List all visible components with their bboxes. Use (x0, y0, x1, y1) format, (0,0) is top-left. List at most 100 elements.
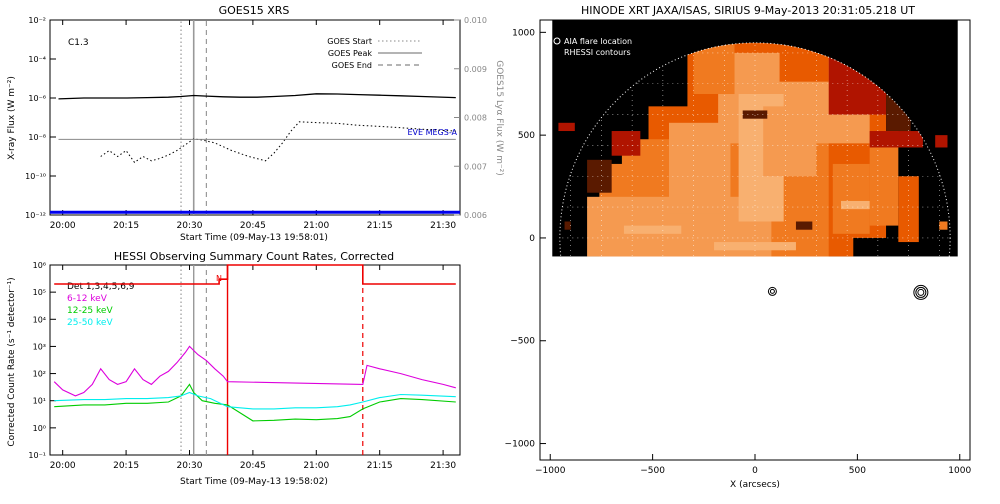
xrt-offlimb-patch (564, 221, 571, 230)
hessi-series-1 (53, 345, 456, 397)
goes-legend-peak: GOES Peak (328, 49, 373, 58)
goes-y2tick-label: 0.006 (464, 211, 487, 220)
hessi-legend-entry: 25-50 keV (67, 318, 113, 328)
goes-legend: GOES Start GOES Peak GOES End (327, 37, 422, 70)
goes-ytick-label: 10⁻⁸ (28, 133, 46, 142)
hessi-xtick-label: 20:00 (50, 461, 76, 471)
xrt-frame (539, 19, 971, 461)
goes-xlabel: Start Time (09-May-13 19:58:01) (180, 233, 328, 243)
hessi-xtick-label: 21:00 (303, 461, 329, 471)
xrt-ytick-label: −500 (510, 337, 535, 347)
hessi-ytick-label: 10⁵ (33, 288, 46, 297)
hessi-ytick-label: 10² (33, 370, 46, 379)
goes-ytick-label: 10⁻¹⁰ (25, 172, 46, 181)
hessi-legend: Det 1,3,4,5,6,9 6-12 keV 12-25 keV 25-50 ke… (67, 282, 135, 328)
hessi-xtick-label: 21:30 (430, 461, 456, 471)
goes-panel: GOES15 XRS X-ray Flux (W m⁻²) GOES15 Lyα… (7, 4, 504, 243)
goes-annotation: C1.3 (68, 38, 89, 48)
goes-xtick-label: 21:30 (430, 221, 456, 231)
goes-series-long (58, 93, 456, 100)
rhessi-contour (769, 288, 775, 294)
xrt-emission-block (869, 131, 923, 148)
rhessi-contour (913, 284, 929, 300)
xrt-emission-block (611, 131, 641, 156)
xrt-ytick-label: −1000 (505, 440, 536, 450)
hessi-xtick-label: 20:15 (113, 461, 139, 471)
hessi-ytick-label: 10⁰ (33, 424, 46, 433)
hessi-series-0 (54, 264, 456, 285)
xrt-xtick-label: 0 (752, 466, 758, 476)
goes-y2tick-label: 0.007 (464, 162, 487, 171)
rhessi-contour (915, 286, 927, 298)
goes-title: GOES15 XRS (219, 4, 290, 17)
xrt-ytick-label: 0 (529, 234, 535, 244)
goes-ytick-label: 10⁻¹² (25, 211, 46, 220)
hessi-ylabel: Corrected Count Rate (s⁻¹ detector⁻¹) (7, 277, 17, 446)
xrt-emission-block (693, 42, 735, 95)
hessi-frame (49, 264, 461, 456)
xrt-legend-rhessi: RHESSI contours (564, 48, 631, 57)
goes-xtick-label: 20:00 (50, 221, 76, 231)
hessi-xtick-label: 21:15 (367, 461, 393, 471)
goes-xtick-label: 20:45 (240, 221, 266, 231)
xrt-xtick-label: 500 (849, 466, 866, 476)
goes-xtick-label: 21:15 (367, 221, 393, 231)
goes-eve-label: EVE MEGS-A (407, 128, 457, 137)
xrt-data-layer: −1000 −500 0 500 1000 −1000 −500 0 500 1000 (505, 20, 971, 476)
hessi-ytick-label: 10⁻¹ (28, 451, 46, 460)
xrt-emission-block (832, 163, 870, 234)
rhessi-contour (767, 286, 777, 296)
hessi-ytick-label: 10³ (33, 342, 46, 351)
goes-legend-start: GOES Start (327, 37, 372, 46)
xrt-title: HINODE XRT JAXA/ISAS, SIRIUS 9-May-2013 … (581, 4, 915, 17)
hessi-ytick-label: 10⁶ (33, 261, 46, 270)
goes-y2tick-label: 0.008 (464, 114, 487, 123)
xrt-emission-block (669, 122, 731, 214)
hessi-ytick-label: 10¹ (33, 397, 46, 406)
hessi-legend-entry: 6-12 keV (67, 294, 108, 304)
hessi-panel: HESSI Observing Summary Count Rates, Cor… (7, 250, 461, 487)
aia-marker-icon (553, 37, 561, 45)
xrt-ytick-label: 1000 (512, 28, 535, 38)
xrt-emission-block (714, 242, 796, 251)
xrt-xlabel: X (arcsecs) (730, 480, 780, 490)
xrt-offlimb-patch (935, 135, 948, 148)
goes-ytick-label: 10⁻² (28, 16, 46, 25)
xrt-panel: HINODE XRT JAXA/ISAS, SIRIUS 9-May-2013 … (505, 4, 972, 490)
xrt-ytick-label: 500 (518, 131, 535, 141)
hessi-series-2 (54, 383, 456, 422)
goes-data-layer: 20:00 20:15 20:30 20:45 21:00 21:15 21:30 10⁻¹²… (25, 16, 487, 231)
hessi-title: HESSI Observing Summary Count Rates, Cor… (114, 250, 394, 263)
hessi-series-3 (54, 391, 456, 410)
xrt-emission-block (795, 221, 813, 230)
xrt-emission-block (898, 176, 919, 243)
xrt-legend: AIA flare location RHESSI contours (553, 37, 632, 57)
goes-ytick-label: 10⁻⁴ (28, 55, 46, 64)
goes-legend-end: GOES End (332, 61, 372, 70)
hessi-xlabel: Start Time (09-May-13 19:58:02) (180, 477, 328, 487)
xrt-xtick-label: 1000 (948, 466, 971, 476)
rhessi-contour (917, 288, 925, 296)
xrt-emission-block (623, 225, 682, 234)
goes-ylabel: X-ray Flux (W m⁻²) (7, 76, 17, 160)
hessi-xtick-label: 20:30 (177, 461, 203, 471)
goes-xtick-label: 20:15 (113, 221, 139, 231)
goes-xtick-label: 20:30 (177, 221, 203, 231)
xrt-limb (559, 42, 951, 434)
goes-ytick-label: 10⁻⁶ (28, 94, 46, 103)
xrt-xtick-label: −1000 (535, 466, 566, 476)
xrt-emission-block (742, 110, 768, 119)
xrt-emission-block (763, 106, 817, 177)
xrt-legend-aia: AIA flare location (564, 37, 632, 46)
goes-xtick-label: 21:00 (303, 221, 329, 231)
xrt-emission-block (841, 200, 870, 210)
goes-y2tick-label: 0.009 (464, 65, 487, 74)
hessi-xtick-label: 20:45 (240, 461, 266, 471)
goes-series-short (100, 121, 456, 164)
hessi-legend-entry: Det 1,3,4,5,6,9 (67, 282, 135, 292)
goes-y2label: GOES15 Lyα Flux (W m⁻²) (494, 60, 504, 176)
hessi-ytick-label: 10⁴ (33, 315, 46, 324)
goes-frame (49, 19, 461, 216)
